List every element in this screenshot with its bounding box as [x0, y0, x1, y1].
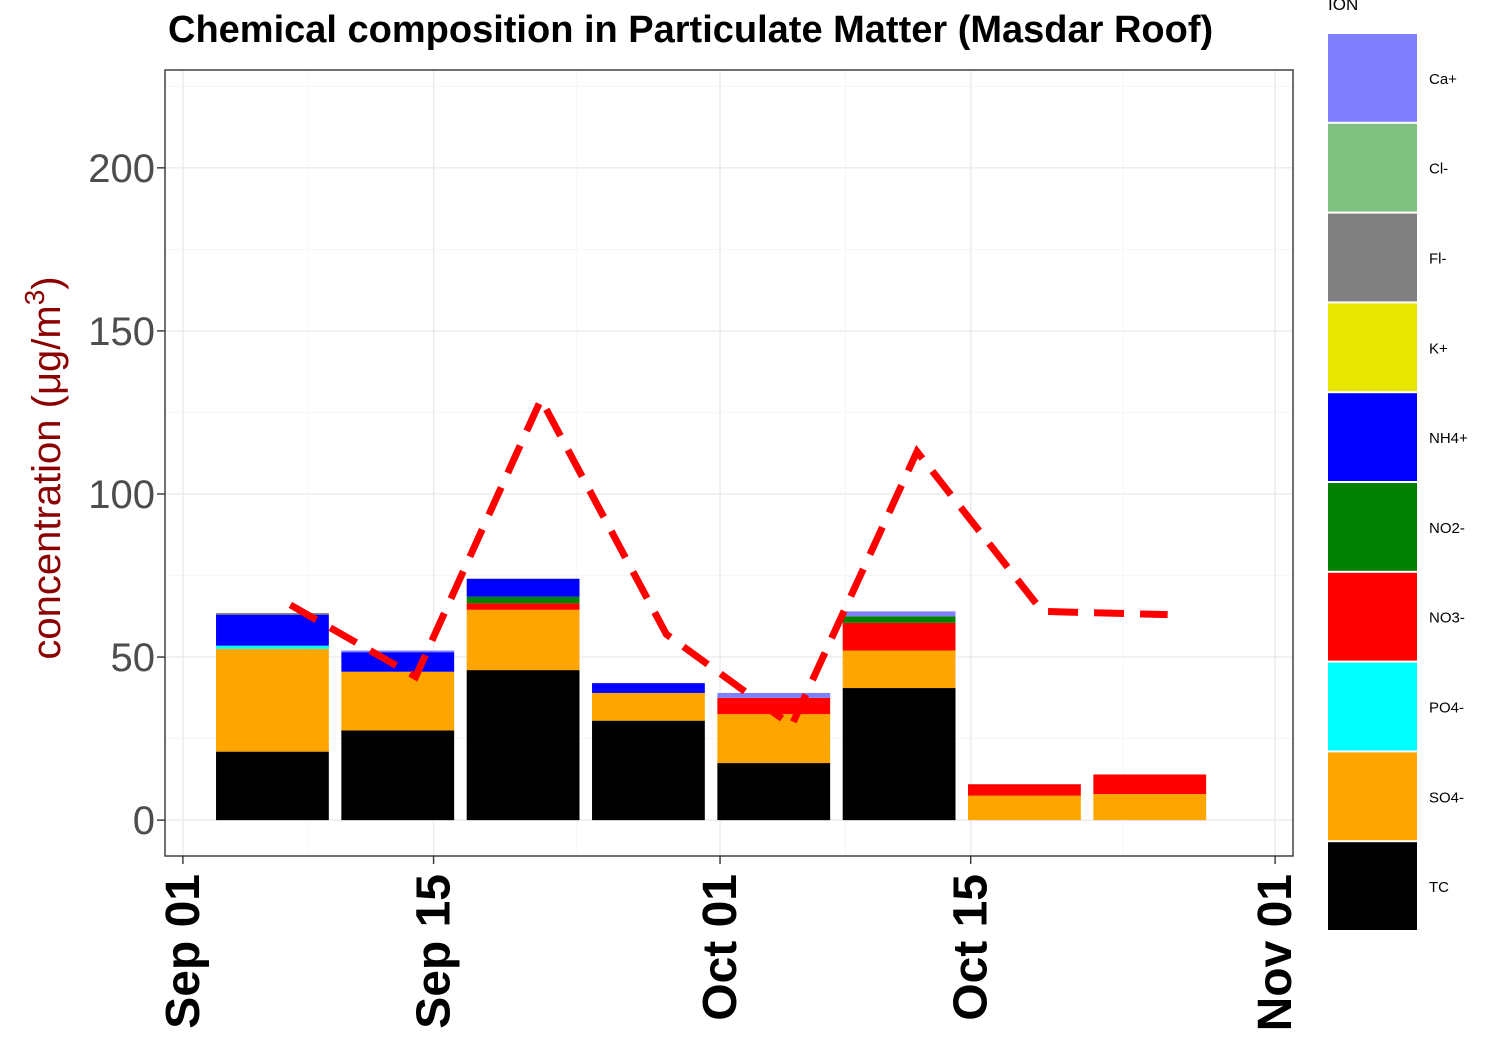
bar-segment	[592, 721, 705, 820]
y-axis-label: concentration (μg/m3)	[19, 276, 69, 659]
legend: ION Ca+ Cl- Fl- K+ NH4+ NO2- NO3- PO4- SO4- TC	[1328, 0, 1468, 930]
legend-label: TC	[1429, 879, 1449, 896]
legend-label: NH4+	[1429, 430, 1468, 447]
legend-key	[1328, 483, 1417, 571]
bar-segment	[467, 603, 580, 610]
bar-segment	[467, 579, 580, 597]
bar-segment	[216, 649, 329, 752]
legend-label: Ca+	[1429, 71, 1457, 88]
bar-segment	[467, 610, 580, 670]
x-tick-label: Oct 15	[945, 874, 998, 1021]
legend-key	[1328, 752, 1417, 840]
legend-label: K+	[1429, 340, 1448, 357]
bar-segment	[843, 651, 956, 689]
y-tick-label: 0	[133, 799, 155, 843]
bar-segment	[341, 730, 454, 820]
y-tick-label: 150	[88, 310, 155, 354]
chart-title: Chemical composition in Particulate Matt…	[168, 9, 1213, 51]
bar-segment	[717, 693, 830, 698]
bar-segment	[968, 784, 1081, 795]
x-tick-label: Sep 15	[408, 874, 461, 1029]
axes: 0 50 100 150 200 Sep 01 Sep 15 Oct 01 Oct 15 Nov …	[88, 147, 1302, 1032]
legend-title: ION	[1328, 0, 1358, 14]
x-tick-label: Sep 01	[157, 874, 210, 1029]
bar-segment	[1093, 774, 1206, 794]
bar-segment	[467, 597, 580, 604]
bar-segment	[1093, 794, 1206, 820]
legend-label: NO2-	[1429, 520, 1465, 537]
bar-segment	[843, 688, 956, 820]
bar-segment	[592, 693, 705, 721]
bar-segment	[592, 683, 705, 693]
bar-segment	[968, 796, 1081, 820]
bar-segment	[341, 651, 454, 653]
bar-segment	[843, 623, 956, 651]
legend-label: Cl-	[1429, 161, 1448, 178]
y-tick-label: 200	[88, 147, 155, 191]
legend-label: Fl-	[1429, 251, 1447, 268]
legend-key	[1328, 573, 1417, 661]
bar-segment	[341, 672, 454, 731]
legend-key	[1328, 34, 1417, 122]
bar-segment	[216, 646, 329, 649]
bar-segment	[467, 670, 580, 820]
bar-segment	[717, 714, 830, 763]
x-tick-label: Oct 01	[694, 874, 747, 1021]
legend-key	[1328, 214, 1417, 302]
bar-segment	[843, 611, 956, 616]
bar-segment	[216, 752, 329, 820]
x-tick-label: Nov 01	[1249, 874, 1302, 1031]
bar-segment	[717, 763, 830, 820]
bar-segment	[341, 652, 454, 672]
legend-key	[1328, 663, 1417, 751]
legend-key	[1328, 303, 1417, 391]
legend-label: SO4-	[1429, 789, 1464, 806]
bar-segment	[843, 616, 956, 623]
y-tick-label: 50	[111, 636, 156, 680]
legend-key	[1328, 393, 1417, 481]
legend-label: PO4-	[1429, 700, 1464, 717]
legend-key	[1328, 124, 1417, 212]
y-tick-label: 100	[88, 473, 155, 517]
legend-key	[1328, 842, 1417, 930]
legend-label: NO3-	[1429, 610, 1465, 627]
